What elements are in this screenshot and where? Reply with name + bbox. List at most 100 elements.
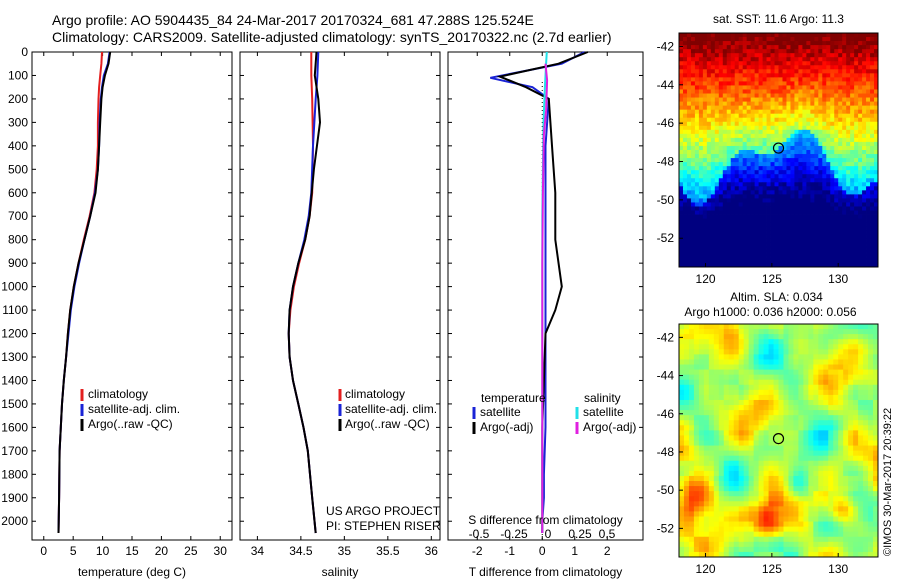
map-cell — [858, 186, 863, 191]
temperature-series-satellite-adj-clim- — [57, 51, 111, 534]
map-cell — [798, 465, 804, 472]
map-cell — [718, 105, 724, 111]
map-cell — [818, 141, 823, 147]
map-cell — [838, 364, 844, 370]
map-cell — [702, 238, 708, 244]
map-cell — [850, 117, 855, 123]
map-cell — [706, 109, 712, 115]
map-cell — [726, 41, 732, 46]
map-cell — [826, 190, 831, 195]
map-cell — [694, 190, 700, 195]
map-cell — [778, 53, 783, 58]
map-cell — [703, 374, 710, 381]
map-cell — [774, 170, 779, 175]
map-cell — [763, 364, 769, 370]
map-cell — [868, 475, 874, 482]
map-cell — [753, 425, 760, 431]
map-cell — [790, 121, 795, 127]
map-cell — [718, 339, 725, 345]
map-cell — [830, 41, 835, 46]
map-cell — [746, 194, 752, 199]
map-cell — [854, 93, 859, 98]
map-cell — [843, 475, 849, 482]
map-cell — [843, 491, 849, 497]
map-cell — [873, 334, 879, 340]
map-cell — [748, 445, 755, 452]
map-cell — [723, 486, 730, 492]
map-cell — [818, 145, 823, 151]
map-cell — [770, 129, 775, 135]
map-cell — [682, 133, 688, 139]
map-cell — [858, 425, 864, 431]
map-cell — [688, 531, 695, 538]
map-cell — [810, 137, 815, 143]
map-cell — [803, 334, 809, 340]
map-cell — [803, 344, 809, 350]
map-cell — [690, 198, 696, 203]
map-cell — [874, 65, 879, 70]
map-cell — [690, 85, 696, 90]
map-cell — [833, 475, 839, 482]
map-cell — [718, 214, 724, 219]
map-cell — [834, 182, 839, 187]
map-cell — [818, 222, 823, 228]
map-cell — [858, 460, 864, 467]
map-cell — [854, 77, 859, 82]
map-cell — [862, 117, 867, 123]
map-cell — [679, 344, 685, 350]
map-cell — [688, 501, 695, 507]
map-cell — [682, 57, 688, 62]
map-cell — [822, 65, 827, 70]
map-cell — [833, 399, 839, 406]
map-cell — [813, 359, 819, 365]
map-cell — [730, 125, 736, 131]
map-cell — [733, 501, 740, 507]
map-cell — [838, 170, 843, 175]
map-cell — [688, 536, 695, 543]
map-cell — [866, 129, 871, 135]
map-cell — [730, 81, 736, 86]
map-cell — [798, 194, 803, 199]
map-cell — [858, 258, 863, 264]
map-cell — [822, 234, 827, 240]
map-cell — [830, 81, 835, 86]
map-cell — [708, 496, 715, 502]
map-cell — [798, 37, 803, 42]
map-cell — [702, 230, 708, 236]
map-cell — [783, 359, 789, 365]
map-cell — [702, 49, 708, 54]
map-cell — [798, 178, 803, 183]
map-cell — [706, 129, 712, 135]
map-cell — [753, 511, 760, 517]
map-cell — [818, 551, 824, 558]
map-cell — [782, 81, 787, 86]
map-cell — [733, 455, 740, 462]
map-cell — [818, 194, 823, 199]
map-cell — [734, 226, 740, 232]
map-cell — [848, 359, 854, 365]
map-cell — [690, 93, 696, 98]
map-cell — [758, 170, 763, 175]
map-cell — [763, 455, 769, 462]
map-cell — [683, 364, 690, 370]
map-cell — [813, 334, 819, 340]
map-cell — [794, 210, 799, 215]
map-cell — [782, 141, 787, 147]
map-cell — [703, 430, 710, 436]
map-cell — [743, 506, 750, 512]
map-cell — [722, 33, 728, 38]
map-cell — [783, 475, 789, 482]
map-cell — [786, 246, 791, 252]
map-cell — [770, 145, 775, 151]
map-cell — [763, 329, 769, 335]
map-cell — [863, 339, 869, 345]
map-cell — [818, 250, 823, 256]
map-cell — [758, 394, 764, 401]
map-cell — [710, 178, 716, 183]
map-cell — [734, 141, 740, 147]
map-cell — [778, 470, 784, 477]
map-cell — [723, 470, 730, 477]
map-cell — [858, 536, 864, 543]
map-cell — [738, 420, 745, 426]
map-cell — [733, 364, 740, 370]
